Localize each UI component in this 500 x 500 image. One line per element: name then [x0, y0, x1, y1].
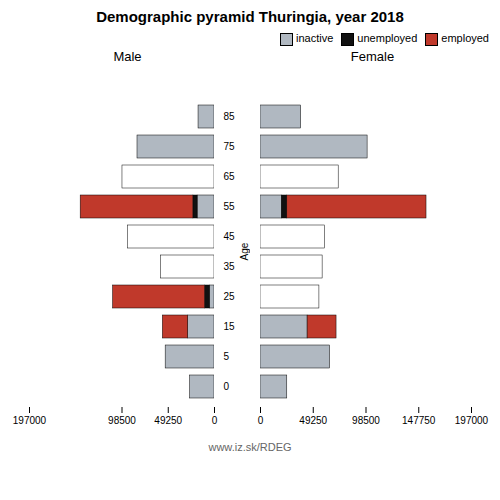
svg-text:Age: Age [239, 242, 250, 260]
svg-text:197000: 197000 [13, 415, 47, 426]
svg-text:49250: 49250 [299, 415, 327, 426]
svg-text:0: 0 [212, 415, 218, 426]
svg-text:15: 15 [224, 321, 236, 332]
html-text:Male: Male [113, 49, 142, 64]
svg-text:197000: 197000 [455, 415, 489, 426]
svg-text:49250: 49250 [154, 415, 182, 426]
svg-text:85: 85 [224, 111, 236, 122]
svg-text:0: 0 [224, 381, 230, 392]
svg-text:25: 25 [224, 291, 236, 302]
html-text:unemployed: unemployed [357, 32, 418, 45]
html-text:Demographic pyramid Thuringia,: Demographic pyramid Thuringia, year 2018 [96, 8, 404, 25]
svg-text:75: 75 [224, 141, 236, 152]
svg-text:65: 65 [224, 171, 236, 182]
svg-text:98500: 98500 [352, 415, 380, 426]
svg-text:98500: 98500 [108, 415, 136, 426]
svg-text:45: 45 [224, 231, 236, 242]
svg-text:35: 35 [224, 261, 236, 272]
html-text:inactive: inactive [296, 32, 334, 45]
html-text:employed: employed [441, 32, 489, 45]
html-text:Female: Female [350, 49, 395, 64]
svg-text:0: 0 [258, 415, 264, 426]
html-text:www.iz.sk/RDEG: www.iz.sk/RDEG [208, 441, 292, 453]
svg-text:5: 5 [224, 351, 230, 362]
svg-text:147750: 147750 [402, 415, 436, 426]
svg-text:55: 55 [224, 201, 236, 212]
